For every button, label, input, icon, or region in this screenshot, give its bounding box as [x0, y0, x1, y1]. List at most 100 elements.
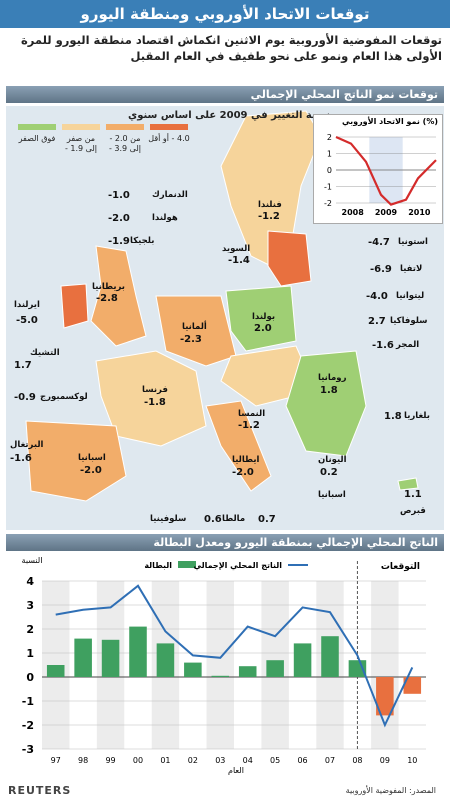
country-value: -2.0 — [80, 465, 102, 476]
bar — [211, 675, 230, 677]
inset-xtick-label: 2008 — [342, 208, 365, 217]
bar — [101, 639, 120, 677]
country-value: -2.3 — [180, 334, 202, 345]
country-label: المجر — [396, 340, 420, 350]
inset-eu-growth-chart: (%) نمو الاتحاد الأوروبي 2 1 0 -1 -2 2008 2009… — [313, 114, 443, 224]
country-label: اسبانيا — [318, 490, 346, 500]
country-label: لوكسمبورج — [40, 392, 88, 402]
country-value: -2.0 — [232, 467, 254, 478]
country-label: ايرلندا — [14, 300, 40, 310]
inset-ytick-label: -1 — [324, 183, 332, 192]
legend-swatch-above-zero — [18, 124, 56, 130]
reuters-logo: REUTERS — [8, 784, 72, 797]
country-label: اليونان — [318, 455, 347, 465]
legend-label-bar: البطالة — [144, 561, 172, 570]
country-value: -2.8 — [96, 293, 118, 304]
country-label: ألمانيا — [182, 322, 207, 332]
country-label: ليتوانيا — [396, 291, 425, 301]
country-value: 0.7 — [258, 514, 276, 525]
xtick-label: 00 — [133, 756, 143, 765]
ytick-label: 2 — [26, 623, 34, 636]
country-label: بريطانيا — [92, 282, 125, 292]
column-band — [206, 581, 234, 749]
source-note: المصدر: المفوضية الأوروبية — [345, 786, 436, 795]
xtick-label: 05 — [270, 756, 280, 765]
bar — [266, 660, 284, 677]
xtick-label: 10 — [407, 756, 417, 765]
legend-swatch-minus-2-to-minus-3-9 — [106, 124, 144, 130]
inset-series-line — [335, 135, 437, 206]
inset-xtick-label: 2009 — [375, 208, 398, 217]
inset-xtick-label: 2010 — [408, 208, 431, 217]
legend-swatch-minus-4-or-less — [150, 124, 188, 130]
ytick-label: -2 — [22, 719, 34, 732]
country-label: فنلندا — [258, 200, 282, 210]
bar — [184, 662, 202, 677]
country-value: 1.1 — [404, 489, 422, 500]
country-label: بولندا — [252, 312, 276, 322]
country-value: 1.8 — [320, 385, 338, 396]
bar — [74, 638, 92, 677]
inset-ytick-label: 2 — [327, 133, 332, 142]
country-label: مالطا — [222, 514, 246, 524]
inset-ytick-label: 0 — [327, 166, 332, 175]
country-value: -1.2 — [258, 211, 280, 222]
xtick-label: 08 — [352, 756, 362, 765]
legend-swatch-zero-to-minus-1-9 — [62, 124, 100, 130]
section-header-gdp-unemployment: الناتج المحلي الإجمالي بمنطقة اليورو ومع… — [6, 534, 444, 551]
forecast-label: التوقعات — [381, 562, 420, 572]
xtick-label: 07 — [325, 756, 335, 765]
bar — [321, 636, 339, 677]
bar — [156, 643, 175, 677]
country-label: بلجيكا — [130, 236, 155, 246]
bar — [46, 665, 65, 677]
country-value: -4.0 — [366, 291, 388, 302]
country-value: 0.6 — [204, 514, 222, 525]
xtick-label: 99 — [105, 756, 115, 765]
country-label: لاتفيا — [400, 264, 423, 274]
map-region-ireland — [60, 283, 89, 329]
country-label: سلوفاكيا — [390, 316, 428, 326]
country-label: فرنسا — [142, 385, 168, 395]
xtick-label: 97 — [51, 756, 61, 765]
ytick-label: -1 — [22, 695, 34, 708]
country-value: -2.0 — [108, 213, 130, 224]
gdp-unemployment-chart: 4 3 2 1 0 -1 -2 -3 التوقعات 97 98 99 00 01 02 03 04 05 06 0… — [6, 553, 444, 775]
country-label: هولندا — [152, 213, 178, 223]
map-region-baltics — [267, 230, 312, 287]
country-label: السويد — [222, 244, 251, 254]
country-value: -6.9 — [370, 264, 392, 275]
inset-unit-label: (%) نمو الاتحاد الأوروبي — [342, 117, 438, 126]
map-region-italy — [205, 400, 272, 492]
country-value: -1.8 — [144, 397, 166, 408]
country-value: -1.2 — [238, 420, 260, 431]
legend-label: 4.0 - أو أقل — [148, 134, 190, 143]
ytick-label: -3 — [22, 743, 34, 756]
europe-map-shapes — [25, 110, 419, 502]
xtick-label: 09 — [380, 756, 390, 765]
column-band — [371, 581, 399, 749]
country-label: قبرص — [400, 506, 426, 516]
country-value: 2.7 — [368, 316, 386, 327]
country-value: 1.7 — [14, 360, 32, 371]
bar — [293, 643, 312, 677]
page-title: توقعات الاتحاد الأوروبي ومنطقة اليورو — [0, 0, 450, 28]
map-region-germany — [155, 295, 237, 367]
country-value: -1.6 — [372, 340, 394, 351]
ytick-label: 4 — [26, 575, 34, 588]
country-value: -4.7 — [368, 237, 390, 248]
xtick-label: 03 — [215, 756, 225, 765]
country-value: -0.9 — [14, 392, 36, 403]
legend-label: من 2.0 - إلى 3.9 - — [108, 134, 142, 153]
map-region-poland — [225, 285, 297, 352]
legend-label-line: الناتج المحلي الإجمالي — [193, 561, 282, 570]
country-value: -1.9 — [108, 236, 130, 247]
legend-title: نسبة التغيير في 2009 على اساس سنوي — [128, 110, 330, 121]
legend-label: من صفر إلى 1.9 - — [64, 134, 98, 153]
country-value: 2.0 — [254, 323, 272, 334]
map-region-balkans — [285, 350, 367, 457]
country-label: التشيك — [30, 348, 60, 358]
country-value: -1.6 — [10, 453, 32, 464]
ytick-label: 1 — [26, 647, 34, 660]
map-region-france — [95, 350, 207, 447]
